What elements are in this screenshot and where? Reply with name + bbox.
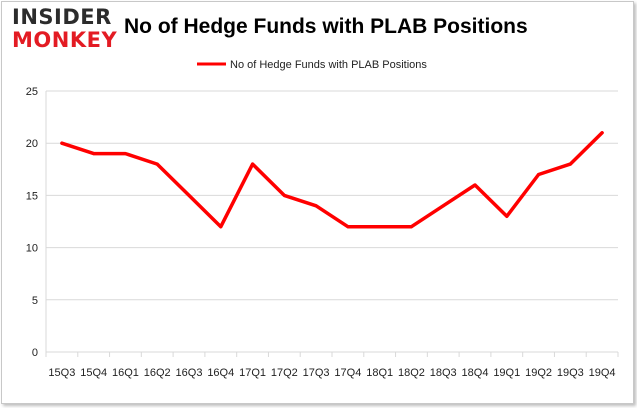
legend: No of Hedge Funds with PLAB Positions [197,59,427,71]
x-tick-label: 16Q1 [112,367,139,379]
logo-line-2: MONKEY [12,28,118,52]
x-tick-label: 17Q2 [271,367,298,379]
series-line [60,131,604,229]
data-point [282,193,286,197]
series-layer [60,131,604,229]
x-tick-label: 18Q1 [366,367,393,379]
data-point [505,214,509,218]
x-tick-label: 18Q3 [430,367,457,379]
x-tick-label: 15Q3 [48,367,75,379]
data-point [600,131,604,135]
data-point [123,152,127,156]
data-point [92,152,96,156]
data-point [60,141,64,145]
data-point [346,225,350,229]
x-tick-label: 19Q1 [493,367,520,379]
data-point [219,225,223,229]
data-point [314,204,318,208]
x-tick-label: 19Q3 [557,367,584,379]
y-tick-label: 10 [26,243,38,255]
grid-layer [45,90,619,357]
y-tick-label: 20 [26,138,38,150]
data-point [251,162,255,166]
legend-label: No of Hedge Funds with PLAB Positions [230,59,427,71]
x-tick-label: 19Q4 [589,367,616,379]
x-tick-label: 19Q2 [525,367,552,379]
chart-title: No of Hedge Funds with PLAB Positions [124,15,528,38]
x-tick-label: 17Q4 [334,367,361,379]
x-tick-label: 16Q2 [144,367,171,379]
data-point [155,162,159,166]
x-tick-label: 16Q3 [176,367,203,379]
insider-monkey-logo: INSIDER MONKEY [12,6,122,56]
data-point [441,204,445,208]
x-tick-label: 18Q2 [398,367,425,379]
y-tick-label: 25 [26,86,38,98]
data-point [378,225,382,229]
data-point [568,162,572,166]
y-tick-label: 0 [32,347,38,359]
data-point [473,183,477,187]
logo-line-1: INSIDER [12,5,112,29]
x-tick-label: 16Q4 [207,367,234,379]
axis-layer: 0 5 10 15 20 25 15Q3 15Q4 16Q1 16Q2 16Q3 16Q4 17Q1 17… [26,86,616,379]
y-tick-label: 5 [32,295,38,307]
y-tick-label: 15 [26,190,38,202]
x-tick-label: 17Q1 [239,367,266,379]
data-point [409,225,413,229]
data-point [187,193,191,197]
x-tick-label: 17Q3 [303,367,330,379]
x-tick-label: 15Q4 [80,367,107,379]
data-point [537,173,541,177]
x-tick-label: 18Q4 [462,367,489,379]
